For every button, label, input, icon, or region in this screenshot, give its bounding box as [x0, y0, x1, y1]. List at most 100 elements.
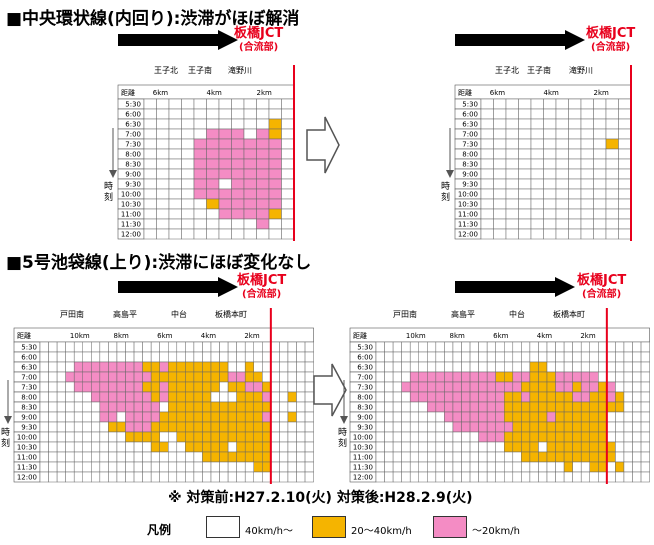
heatmap-cell	[392, 471, 402, 483]
heatmap-cell	[279, 411, 289, 423]
heatmap-cell	[304, 421, 314, 433]
heatmap-cell	[606, 421, 616, 433]
heatmap-cell	[236, 451, 246, 463]
heatmap-cell	[219, 381, 229, 393]
heatmap-cell	[65, 361, 75, 373]
heatmap-cell	[580, 188, 594, 200]
heatmap-cell	[268, 108, 282, 120]
heatmap-cell	[193, 431, 203, 443]
heatmap-cell	[176, 341, 186, 353]
time-axis-label: 時刻	[441, 182, 451, 203]
dist-label: 10km	[70, 332, 90, 340]
heatmap-cell	[253, 431, 263, 443]
heatmap-cell	[555, 351, 565, 363]
heatmap-cell	[193, 178, 207, 190]
heatmap-cell	[401, 341, 411, 353]
heatmap-cell	[168, 371, 178, 383]
heatmap-cell	[427, 431, 437, 443]
heatmap-cell	[142, 471, 152, 483]
heatmap-cell	[168, 98, 182, 110]
heatmap-cell	[469, 401, 479, 413]
heatmap-cell	[563, 341, 573, 353]
heatmap-cell	[227, 471, 237, 483]
heatmap-cell	[281, 168, 295, 180]
heatmap-cell	[236, 391, 246, 403]
heatmap-cell	[623, 431, 633, 443]
heatmap-cell	[469, 471, 479, 483]
heatmap-cell	[384, 411, 394, 423]
heatmap-cell	[593, 118, 607, 130]
heatmap-cell	[231, 168, 245, 180]
heatmap-cell	[253, 351, 263, 363]
heatmap-cell	[219, 441, 229, 453]
heatmap-cell	[640, 351, 650, 363]
heatmap-cell	[185, 411, 195, 423]
dist-label: 6km	[493, 332, 509, 340]
heatmap-cell	[181, 178, 195, 190]
heatmap-cell	[478, 341, 488, 353]
heatmap-cell	[287, 431, 297, 443]
heatmap-cell	[181, 108, 195, 120]
heatmap-cell	[521, 361, 531, 373]
heatmap-cell	[606, 441, 616, 453]
heatmap-cell	[461, 371, 471, 383]
heatmap-cell	[253, 441, 263, 453]
heatmap-cell	[469, 451, 479, 463]
heatmap-cell	[281, 208, 295, 220]
dist-header: 距離	[17, 331, 31, 340]
heatmap-cell	[206, 118, 220, 130]
heatmap-cell	[210, 391, 220, 403]
heatmap-cell	[478, 451, 488, 463]
heatmap-cell	[279, 341, 289, 353]
legend-swatch-white	[206, 516, 240, 538]
heatmap-cell	[589, 341, 599, 353]
heatmap-cell	[409, 341, 420, 353]
heatmap-cell	[281, 188, 295, 200]
heatmap-cell	[605, 148, 619, 160]
heatmap-cell	[168, 108, 182, 120]
heatmap-cell	[125, 401, 135, 413]
heatmap-cell	[296, 391, 306, 403]
heatmap-cell	[125, 441, 135, 453]
heatmap-cell	[116, 471, 126, 483]
heatmap-cell	[91, 341, 101, 353]
heatmap-cell	[401, 361, 411, 373]
heatmap-cell	[580, 401, 590, 413]
heatmap-cell	[143, 118, 157, 130]
heatmap-cell	[572, 341, 582, 353]
heatmap-cell	[176, 401, 186, 413]
heatmap-cell	[504, 411, 514, 423]
heatmap-cell	[409, 391, 420, 403]
heatmap-cell	[116, 341, 126, 353]
heatmap-cell	[159, 471, 169, 483]
heatmap-cell	[568, 198, 582, 210]
heatmap-cell	[623, 411, 633, 423]
heatmap-cell	[392, 411, 402, 423]
heatmap-cell	[486, 441, 496, 453]
heatmap-cell	[555, 198, 569, 210]
heatmap-cell	[279, 451, 289, 463]
place-label: 高島平	[451, 310, 475, 319]
heatmap-cell	[219, 421, 229, 433]
heatmap-cell	[181, 228, 195, 240]
heatmap-cell	[555, 118, 569, 130]
heatmap-cell	[168, 451, 178, 463]
heatmap-cell	[99, 441, 109, 453]
heatmap-cell	[244, 421, 254, 433]
heatmap-cell	[518, 98, 532, 110]
heatmap-cell	[568, 128, 582, 140]
heatmap-cell	[543, 98, 557, 110]
heatmap-cell	[505, 198, 519, 210]
heatmap-cell	[143, 148, 157, 160]
heatmap-cell	[244, 341, 254, 353]
heatmap-cell	[478, 401, 488, 413]
heatmap-cell	[469, 371, 479, 383]
time-label: 9:30	[462, 181, 478, 189]
heatmap-cell	[56, 421, 66, 433]
heatmap-cell	[409, 351, 420, 363]
heatmap-cell	[270, 431, 280, 443]
heatmap-cell	[142, 381, 152, 393]
heatmap-cell	[270, 411, 280, 423]
heatmap-cell	[143, 198, 157, 210]
heatmap-cell	[495, 471, 505, 483]
